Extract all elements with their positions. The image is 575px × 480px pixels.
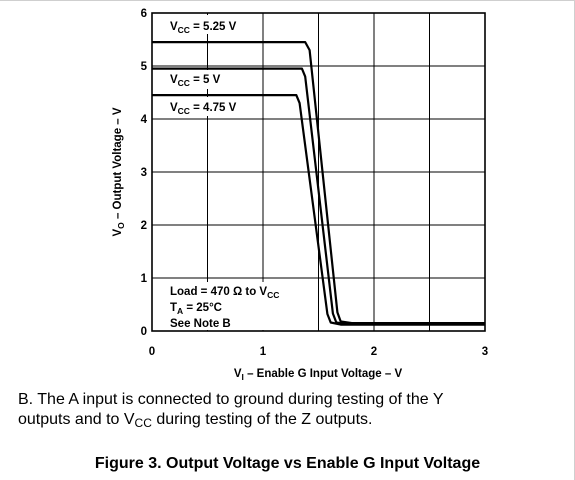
figure-note: B. The A input is connected to ground du…: [18, 390, 568, 430]
y-tick-label: 1: [141, 273, 148, 285]
plot-frame: [151, 12, 486, 332]
svg-text:VCC = 5 V: VCC = 5 V: [170, 74, 221, 88]
tick-labels: 0 1 2 3 0 1 2 3 4 5 6: [141, 8, 489, 358]
temperature-condition: TA = 25°C: [170, 302, 222, 316]
note-line-1: B. The A input is connected to ground du…: [18, 391, 444, 408]
svg-text:VCC = 4.75 V: VCC = 4.75 V: [170, 102, 237, 116]
y-axis-label: VO – Output Voltage – V: [112, 107, 126, 236]
note-reference: See Note B: [170, 318, 231, 330]
series-label-vcc-5-25: VCC = 5.25 V: [167, 15, 261, 35]
x-tick-label: 1: [260, 346, 267, 358]
y-tick-label: 4: [141, 114, 148, 126]
load-condition: Load = 470 Ω to VCC: [170, 286, 279, 300]
x-tick-label: 0: [149, 346, 155, 358]
x-tick-label: 3: [482, 346, 488, 358]
y-tick-label: 6: [141, 8, 147, 20]
note-line-2: outputs and to VCC during testing of the…: [18, 411, 373, 430]
y-tick-label: 2: [141, 220, 147, 232]
y-tick-label: 0: [141, 326, 147, 338]
x-axis-label: VI – Enable G Input Voltage – V: [234, 368, 403, 382]
y-tick-label: 3: [141, 167, 147, 179]
grid-lines: [152, 13, 485, 331]
series-label-vcc-4-75: VCC = 4.75 V: [167, 97, 261, 116]
series-lines: [152, 41, 485, 326]
test-conditions-annotation: Load = 470 Ω to VCC TA = 25°C See Note B: [167, 282, 307, 330]
svg-text:VCC = 5.25 V: VCC = 5.25 V: [170, 21, 237, 35]
figure-caption: Figure 3. Output Voltage vs Enable G Inp…: [94, 455, 481, 472]
series-label-vcc-5: VCC = 5 V: [167, 70, 237, 89]
y-tick-label: 5: [141, 61, 148, 73]
series-line-2: [152, 94, 485, 326]
x-tick-label: 2: [371, 346, 377, 358]
output-voltage-chart: 0 1 2 3 0 1 2 3 4 5 6 VCC = 5.25 V VCC = 5 V VCC =…: [112, 8, 489, 382]
page-top-edge: [0, 0, 575, 1]
